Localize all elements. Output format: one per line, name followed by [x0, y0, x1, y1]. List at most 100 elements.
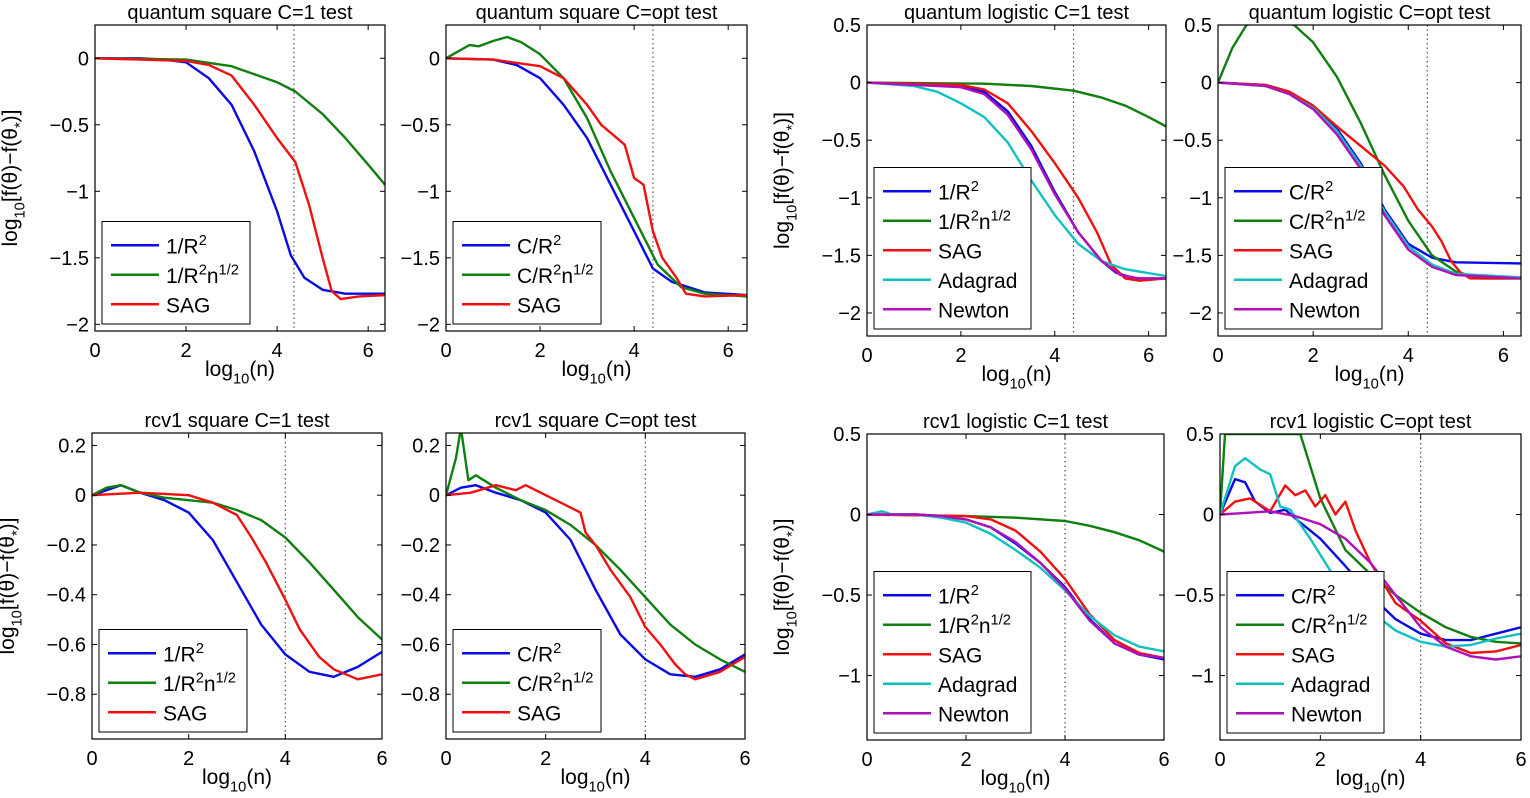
series-line-cr2n12 — [1218, 25, 1521, 280]
x-tick-label: 6 — [1143, 345, 1154, 367]
subplot-title: quantum logistic C=1 test — [904, 2, 1130, 24]
y-tick-label: −1 — [1189, 188, 1212, 210]
y-tick-label: −2 — [66, 314, 89, 336]
subplot-7: 0 2 4 6 0.5 0 −0.5 −1 rcv1 logistic C=1 test log1… — [771, 411, 1170, 796]
legend-item: Newton — [1236, 703, 1362, 726]
series-line-cr2 — [1220, 477, 1521, 642]
y-tick-label: −0.5 — [401, 115, 440, 137]
x-tick-label: 2 — [183, 748, 194, 770]
y-tick-label: −1 — [838, 666, 861, 688]
x-tick-label: 4 — [280, 748, 291, 770]
legend-label: SAG — [517, 702, 561, 725]
legend-item: 1/R2n1/2​ — [111, 262, 239, 288]
axes-frame — [91, 432, 383, 740]
y-tick-label: 0.2 — [412, 435, 440, 457]
legend-label: SAG — [938, 644, 982, 667]
y-tick-label: 0 — [1201, 73, 1212, 95]
subplot-2: 0 2 4 6 0 −0.5 −1 −1.5 −2 quantum square C=opt te… — [401, 2, 748, 387]
legend-item: Newton — [1234, 299, 1360, 322]
y-tick-label: −0.4 — [47, 585, 86, 607]
legend-box — [1224, 167, 1383, 330]
x-axis-label: log10(n) — [1334, 363, 1404, 392]
x-tick-label: 2 — [960, 749, 971, 771]
legend-label: 1/R2​ — [166, 233, 207, 258]
subplot-title: rcv1 square C=1 test — [144, 410, 330, 432]
y-tick-label: −0.5 — [50, 115, 89, 137]
x-tick-label: 4 — [1059, 749, 1070, 771]
y-tick-label: −0.5 — [822, 585, 861, 607]
subplot-5: 0 2 4 6 0.2 0 −0.2 −0.4 −0.6 −0.8 rcv1 square C=1 … — [0, 410, 388, 795]
series-line-sag — [446, 57, 747, 298]
legend-box — [873, 571, 1032, 734]
subplot-title: rcv1 square C=opt test — [495, 410, 697, 432]
x-tick-label: 0 — [1214, 749, 1225, 771]
y-tick-label: −0.2 — [401, 535, 440, 557]
axes-frame — [445, 432, 746, 740]
legend-item: SAG — [1234, 240, 1333, 263]
legend-label: SAG — [163, 702, 207, 725]
legend-item: SAG — [108, 702, 207, 725]
y-tick-label: 0.5 — [1186, 424, 1214, 446]
axes-frame — [445, 24, 748, 332]
x-tick-label: 0 — [1212, 345, 1223, 367]
legend-label: 1/R2n1/2​ — [163, 670, 236, 695]
legend-label: Adagrad — [938, 270, 1017, 293]
series-line-newton — [867, 513, 1164, 660]
legend-label: Newton — [1291, 703, 1362, 726]
y-axis-label: log10[f(θ)−f(θ*)] — [0, 109, 28, 246]
y-tick-label: −2 — [1189, 303, 1212, 325]
legend: 1/R2​ 1/R2n1/2​ SAG Adagrad Newton — [873, 571, 1032, 734]
y-tick-label: 0.5 — [833, 15, 861, 37]
legend-box — [452, 629, 602, 733]
legend-item: C/R2n1/2​ — [1234, 208, 1365, 234]
legend-label: C/R2n1/2​ — [517, 670, 593, 695]
x-tick-label: 0 — [861, 345, 872, 367]
subplot-4: 0 2 4 6 0.5 0 −0.5 −1 −1.5 −2 quantum logistic C=o… — [1173, 2, 1522, 392]
legend-item: SAG — [883, 644, 982, 667]
x-tick-label: 4 — [1403, 345, 1414, 367]
x-axis-label: log10(n) — [561, 358, 631, 387]
legend-item: Adagrad — [1234, 270, 1368, 293]
legend-item: 1/R2n1/2​ — [883, 612, 1011, 638]
x-tick-label: 2 — [955, 345, 966, 367]
legend-label: 1/R2n1/2​ — [938, 208, 1011, 233]
y-tick-label: −0.5 — [822, 130, 861, 152]
legend: 1/R2​ 1/R2n1/2​ SAG — [98, 629, 248, 733]
series-line-newton — [867, 81, 1166, 280]
series-line-sag — [867, 81, 1166, 282]
series-line-sag — [446, 484, 745, 681]
axes-frame — [94, 24, 386, 332]
subplot-title: rcv1 logistic C=1 test — [923, 411, 1109, 433]
series-line-1r2n12 — [867, 81, 1166, 128]
y-tick-label: 0 — [850, 73, 861, 95]
legend-box — [101, 221, 251, 325]
y-tick-label: 0 — [78, 48, 89, 70]
x-axis-label: log10(n) — [560, 766, 630, 795]
legend-label: Adagrad — [1291, 674, 1370, 697]
x-tick-label: 2 — [535, 340, 546, 362]
x-axis-label: log10(n) — [205, 358, 275, 387]
legend-label: SAG — [166, 294, 210, 317]
y-tick-label: −0.8 — [401, 684, 440, 706]
x-tick-label: 0 — [89, 340, 100, 362]
legend-label: 1/R2​ — [938, 583, 979, 608]
legend-item: C/R2​ — [462, 233, 561, 258]
x-tick-label: 6 — [363, 340, 374, 362]
x-tick-label: 4 — [272, 340, 283, 362]
legend-item: Adagrad — [883, 270, 1017, 293]
legend-item: 1/R2​ — [883, 583, 979, 608]
axes-frame — [866, 24, 1167, 337]
legend-label: C/R2​ — [1289, 179, 1333, 204]
y-tick-label: 0 — [429, 48, 440, 70]
y-tick-label: −1 — [417, 181, 440, 203]
x-axis-label: log10(n) — [202, 766, 272, 795]
y-tick-label: 0.5 — [833, 424, 861, 446]
y-axis-label: log10[f(θ)−f(θ*)] — [771, 518, 800, 655]
subplot-6: 0 2 4 6 0.2 0 −0.2 −0.4 −0.6 −0.8 rcv1 square C=op… — [401, 410, 751, 795]
x-tick-label: 6 — [1158, 749, 1169, 771]
legend-item: 1/R2​ — [108, 641, 204, 666]
x-axis-label: log10(n) — [1335, 767, 1405, 796]
x-tick-label: 2 — [1315, 749, 1326, 771]
legend-label: C/R2​ — [517, 641, 561, 666]
